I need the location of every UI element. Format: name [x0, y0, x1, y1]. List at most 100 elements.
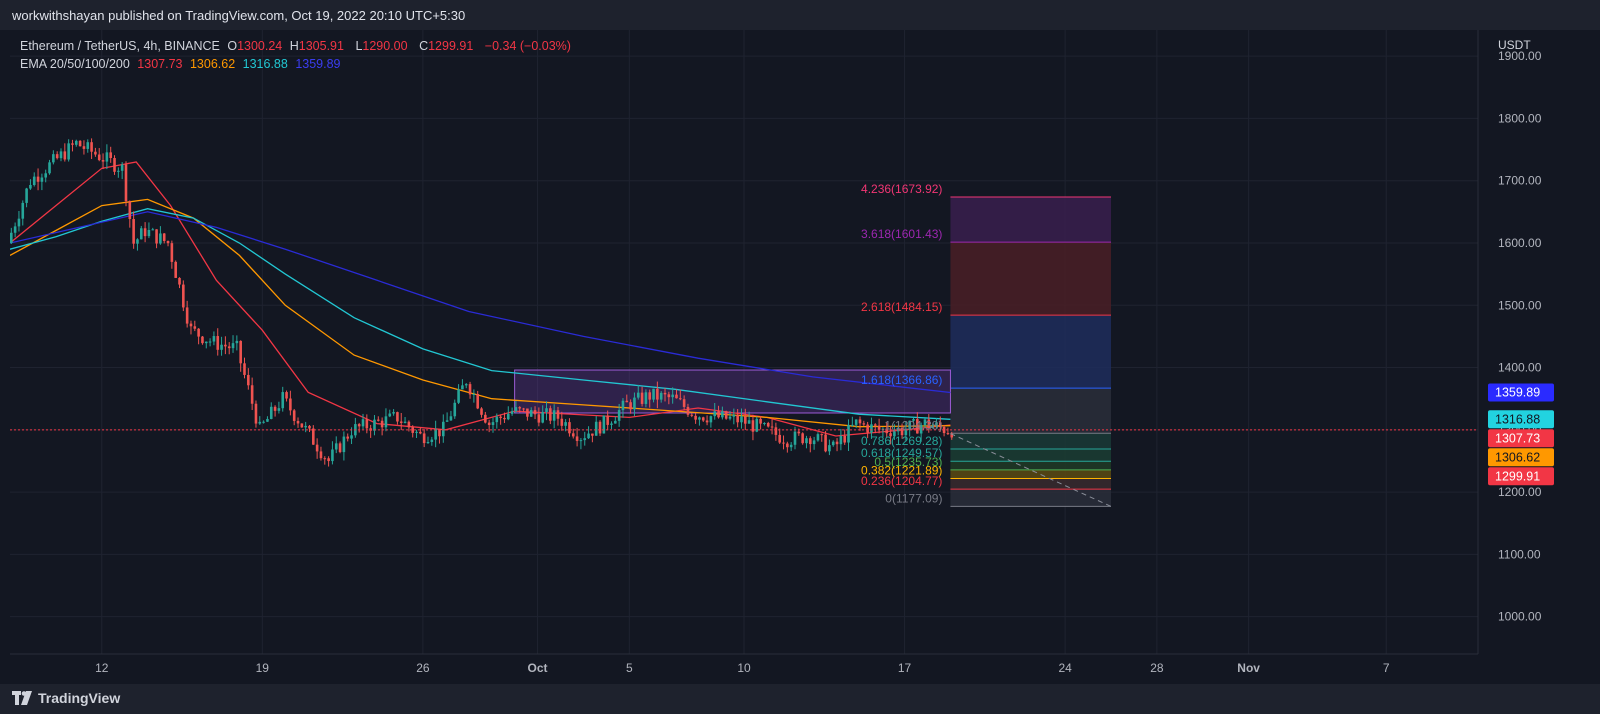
- candle-body: [923, 419, 927, 426]
- candle-body: [812, 440, 816, 445]
- candle-body: [78, 140, 82, 147]
- candle-body: [63, 151, 67, 160]
- candle-body: [740, 416, 743, 423]
- candle-body: [36, 176, 40, 182]
- candle-body: [124, 164, 128, 202]
- candle-body: [908, 420, 911, 430]
- fib-level-label: 0.618(1249.57): [861, 446, 942, 460]
- candle-body: [273, 406, 277, 411]
- projection-line[interactable]: [950, 433, 1112, 507]
- candle-body: [602, 415, 606, 434]
- candle-body: [10, 232, 13, 243]
- candle-body: [682, 399, 686, 407]
- candle-body: [319, 451, 323, 459]
- candle-body: [97, 154, 101, 161]
- candle-body: [786, 443, 789, 448]
- candle-body: [675, 394, 678, 399]
- price-label-text: 1306.62: [1495, 450, 1540, 464]
- fib-extension[interactable]: [950, 196, 1111, 507]
- candle-body: [128, 201, 132, 220]
- candle-body: [40, 177, 44, 182]
- candle-body: [67, 143, 70, 160]
- candle-body: [526, 408, 529, 417]
- candle-body: [744, 416, 747, 424]
- candle-body: [235, 340, 239, 344]
- candle-body: [472, 393, 476, 395]
- open-label: O: [227, 39, 238, 53]
- candle-body: [315, 444, 319, 452]
- price-tick-label: 1000.00: [1498, 610, 1542, 624]
- candle-body: [766, 423, 770, 427]
- candle-body: [227, 346, 231, 349]
- ema-legend[interactable]: EMA 20/50/100/200 1307.73 1306.62 1316.8…: [20, 57, 345, 71]
- candle-body: [281, 392, 285, 409]
- fib-level-label: 0.786(1269.28): [861, 434, 942, 448]
- candle-body: [449, 416, 453, 421]
- tradingview-logo[interactable]: TradingView: [12, 690, 120, 706]
- candle-body: [258, 421, 262, 424]
- price-label-text: 1316.88: [1495, 412, 1540, 426]
- candle-body: [13, 226, 17, 233]
- candle-body: [763, 423, 766, 425]
- candle-body: [17, 218, 21, 227]
- candle-body: [59, 151, 63, 159]
- candle-body: [403, 421, 407, 423]
- candle-body: [204, 341, 208, 344]
- candle-body: [457, 389, 460, 403]
- fib-zone: [950, 478, 1111, 490]
- candle-body: [113, 158, 116, 172]
- fib-zone: [950, 388, 1111, 434]
- price-label-tag: [1488, 429, 1554, 448]
- candle-body: [529, 410, 533, 417]
- price-label-text: 1299.91: [1495, 469, 1540, 483]
- candle-body: [690, 414, 694, 416]
- candle-body: [935, 422, 938, 426]
- fib-zone: [950, 242, 1111, 316]
- candle-body: [143, 228, 147, 237]
- fib-zone: [950, 448, 1111, 462]
- candle-body: [755, 418, 759, 432]
- candle-body: [575, 436, 579, 441]
- candle-body: [396, 412, 399, 422]
- range-box[interactable]: [514, 369, 951, 414]
- price-label-tag: [1488, 410, 1554, 429]
- candle-body: [151, 229, 155, 231]
- candle-body: [717, 411, 720, 418]
- fib-level-label: 3.618(1601.43): [861, 227, 942, 241]
- candle-body: [713, 411, 717, 417]
- time-tick-label: 24: [1058, 661, 1072, 675]
- candle-body: [671, 394, 674, 398]
- candle-body: [942, 427, 946, 434]
- candle-body: [384, 416, 388, 428]
- symbol-legend[interactable]: Ethereum / TetherUS, 4h, BINANCE O1300.2…: [20, 39, 575, 53]
- candle-body: [801, 433, 804, 444]
- candle-body: [411, 427, 415, 433]
- candle-body: [931, 425, 934, 429]
- candle-body: [380, 420, 384, 428]
- candle-body: [587, 433, 590, 439]
- price-axis[interactable]: [1478, 30, 1600, 684]
- candle-body: [866, 424, 869, 433]
- price-chart[interactable]: 4.236(1673.92) 3.618(1601.43) 2.618(1484.1…: [9, 30, 1600, 684]
- price-label-text: 1359.89: [1495, 386, 1540, 400]
- candle-body: [388, 413, 392, 417]
- high-label: H: [289, 39, 299, 53]
- price-label-tag: [1488, 448, 1554, 467]
- fib-level-label: 4.236(1673.92): [861, 182, 942, 196]
- candle-body: [533, 410, 537, 415]
- candle-body: [105, 152, 109, 162]
- candle-body: [132, 219, 135, 244]
- chart-panel[interactable]: 4.236(1673.92) 3.618(1601.43) 2.618(1484.1…: [9, 30, 1600, 684]
- price-tick-label: 1600.00: [1498, 236, 1542, 250]
- candle-body: [239, 340, 242, 364]
- time-axis[interactable]: [10, 654, 1600, 684]
- candle-body: [724, 411, 728, 419]
- candle-body: [373, 419, 376, 431]
- candle-body: [82, 146, 86, 149]
- candle-body: [491, 422, 495, 425]
- candle-body: [648, 392, 652, 400]
- candle-body: [549, 408, 552, 421]
- price-label-tag: [1488, 467, 1554, 486]
- candle-body: [220, 344, 223, 350]
- candle-body: [464, 384, 468, 386]
